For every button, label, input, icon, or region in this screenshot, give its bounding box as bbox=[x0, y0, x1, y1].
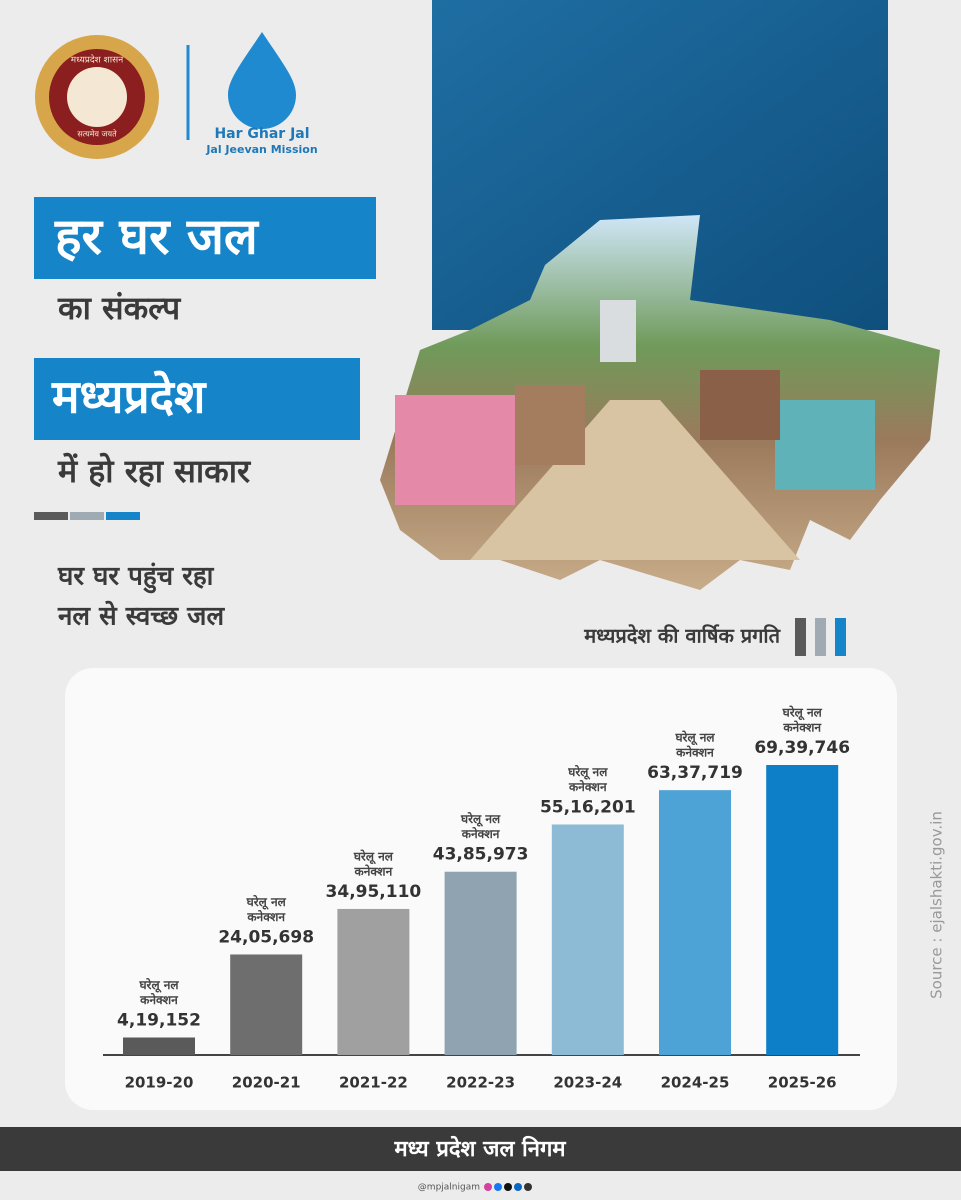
value-label: 34,95,110 bbox=[326, 882, 422, 902]
bar bbox=[659, 790, 731, 1055]
bar bbox=[551, 824, 624, 1055]
emblem-text: मध्यप्रदेश शासन bbox=[71, 54, 124, 66]
value-label: 24,05,698 bbox=[218, 927, 314, 947]
bar bbox=[444, 871, 517, 1055]
footer-handle: @mpjalnigam bbox=[418, 1183, 480, 1193]
x-tick-label: 2021-22 bbox=[339, 1074, 408, 1092]
bar-annotation: घरेलू नल bbox=[567, 765, 608, 780]
tagline-2: नल से स्वच्छ जल bbox=[57, 601, 225, 632]
bar-annotation: कनेक्शन bbox=[461, 827, 501, 841]
value-label: 55,16,201 bbox=[540, 797, 636, 817]
x-tick-label: 2020-21 bbox=[232, 1074, 301, 1092]
value-label: 4,19,152 bbox=[117, 1010, 201, 1030]
x-tick-label: 2025-26 bbox=[768, 1074, 837, 1092]
divider bbox=[106, 512, 140, 520]
house bbox=[395, 395, 515, 505]
tagline-1: घर घर पहुंच रहा bbox=[57, 562, 215, 594]
divider bbox=[34, 512, 68, 520]
house bbox=[515, 385, 585, 465]
bar-annotation: घरेलू नल bbox=[460, 812, 501, 827]
water-tower bbox=[600, 300, 636, 362]
bar-annotation: घरेलू नल bbox=[138, 978, 179, 993]
emblem-center bbox=[67, 67, 127, 127]
headline-1: हर घर जल bbox=[54, 208, 260, 266]
brand-name: Har Ghar Jal bbox=[214, 126, 309, 142]
social-icon bbox=[504, 1183, 512, 1191]
x-tick-label: 2019-20 bbox=[125, 1074, 194, 1092]
social-icon bbox=[494, 1183, 502, 1191]
house bbox=[775, 400, 875, 490]
headline-3: मध्यप्रदेश bbox=[51, 370, 207, 424]
bar-annotation: कनेक्शन bbox=[354, 864, 394, 878]
value-label: 43,85,973 bbox=[433, 845, 529, 865]
headline-box bbox=[34, 358, 360, 440]
chart-title: मध्यप्रदेश की वार्षिक प्रगति bbox=[583, 624, 781, 648]
bar bbox=[123, 1037, 195, 1055]
mission-name: Jal Jeevan Mission bbox=[205, 143, 317, 156]
title-accent bbox=[835, 618, 846, 656]
bar bbox=[337, 908, 410, 1055]
x-tick-label: 2023-24 bbox=[553, 1074, 622, 1092]
footer-bar bbox=[0, 1127, 961, 1171]
bar-annotation: घरेलू नल bbox=[353, 849, 394, 864]
value-label: 63,37,719 bbox=[647, 763, 743, 783]
x-tick-label: 2022-23 bbox=[446, 1074, 515, 1092]
social-icon bbox=[514, 1183, 522, 1191]
road bbox=[470, 400, 800, 560]
footer-org: मध्य प्रदेश जल निगम bbox=[393, 1135, 566, 1162]
bar bbox=[230, 954, 303, 1055]
bar-annotation: घरेलू नल bbox=[782, 706, 823, 721]
bar-annotation: कनेक्शन bbox=[139, 993, 179, 1007]
x-tick-label: 2024-25 bbox=[661, 1074, 730, 1092]
house bbox=[700, 370, 780, 440]
headline-4: में हो रहा साकार bbox=[57, 452, 252, 490]
bar-annotation: घरेलू नल bbox=[246, 895, 287, 910]
value-label: 69,39,746 bbox=[754, 738, 850, 758]
title-accent bbox=[795, 618, 806, 656]
bar-annotation: कनेक्शन bbox=[568, 780, 608, 794]
bar-annotation: कनेक्शन bbox=[246, 910, 286, 924]
water-drop-logo bbox=[228, 32, 296, 129]
source: Source : ejalshakti.gov.in bbox=[928, 811, 946, 999]
bar-annotation: कनेक्शन bbox=[675, 746, 715, 760]
social-icon bbox=[484, 1183, 492, 1191]
bar bbox=[766, 765, 839, 1055]
headline-2: का संकल्प bbox=[57, 289, 182, 327]
headline-box bbox=[34, 197, 376, 279]
divider bbox=[70, 512, 104, 520]
bar-annotation: कनेक्शन bbox=[782, 721, 822, 735]
social-icon bbox=[524, 1183, 532, 1191]
emblem-motto: सत्यमेव जयते bbox=[77, 129, 117, 139]
title-accent bbox=[815, 618, 826, 656]
bar-annotation: घरेलू नल bbox=[674, 731, 715, 746]
